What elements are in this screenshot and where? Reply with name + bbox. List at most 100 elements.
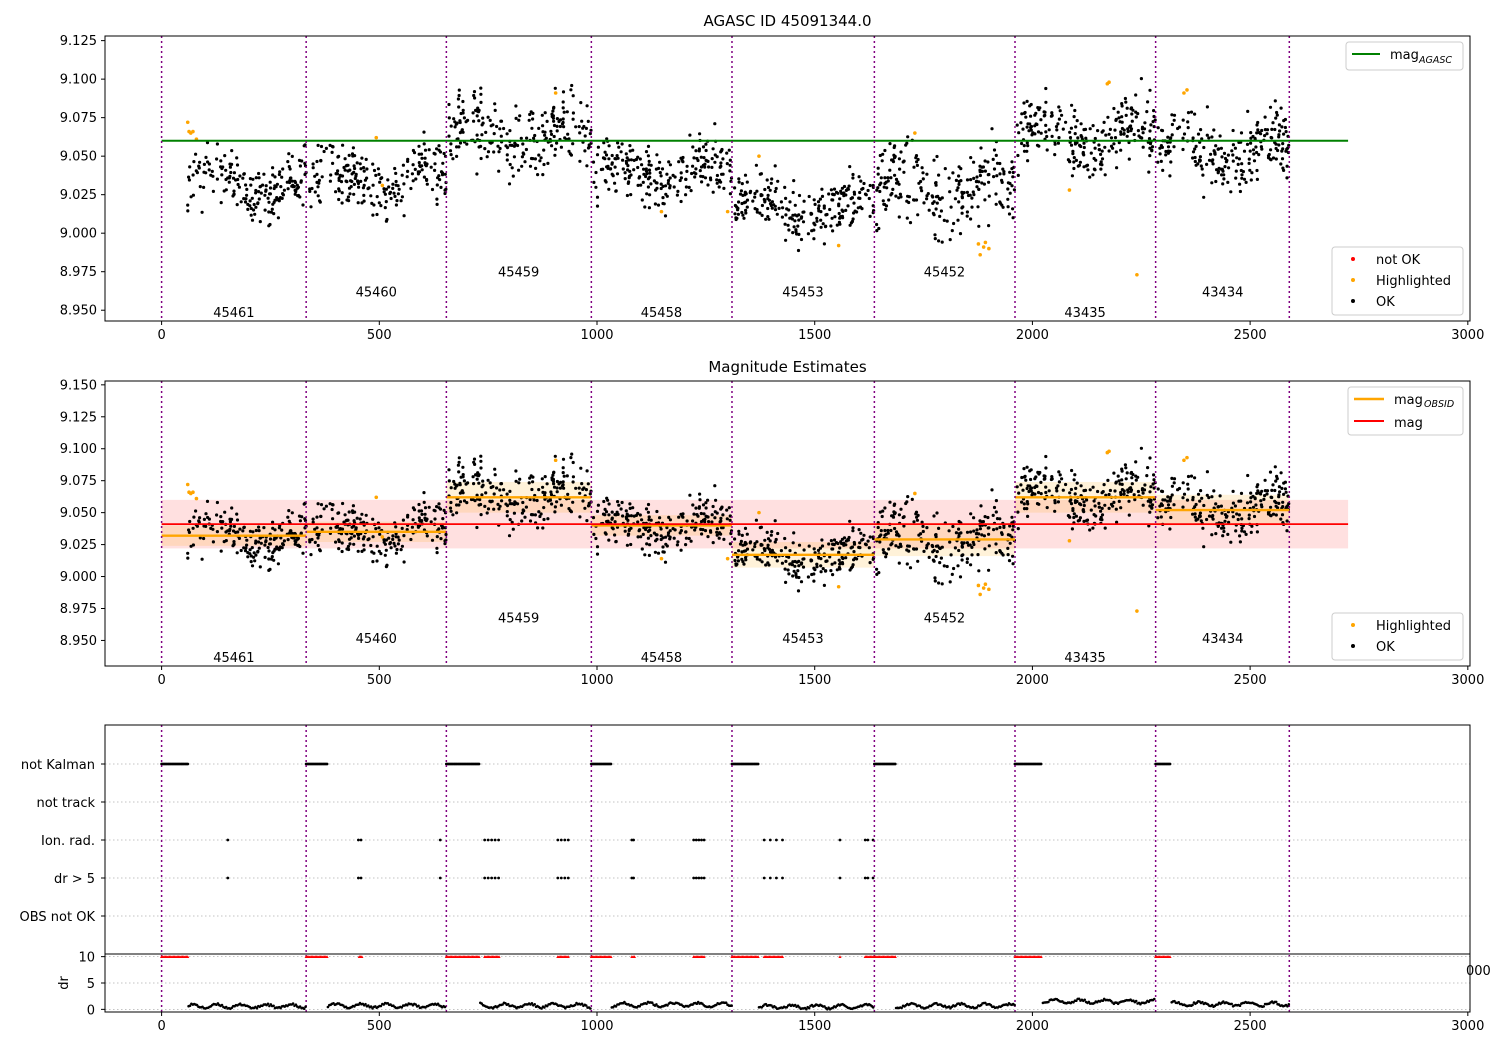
- ok-point: [644, 507, 649, 511]
- ok-point: [1230, 149, 1234, 153]
- flag-ion-rad: [559, 838, 563, 842]
- ok-point: [299, 180, 303, 184]
- ok-point: [646, 502, 651, 507]
- ok-point: [822, 204, 826, 208]
- ok-point: [1240, 526, 1244, 530]
- ok-point: [707, 165, 711, 169]
- ok-point: [550, 144, 554, 148]
- ok-point: [915, 163, 920, 167]
- ok-point: [278, 545, 282, 549]
- ok-point: [862, 533, 866, 537]
- ok-point: [220, 526, 224, 530]
- ok-point: [829, 224, 833, 228]
- ok-point: [675, 543, 680, 547]
- ok-point: [1252, 514, 1257, 519]
- ok-point: [375, 212, 379, 217]
- ok-point: [1073, 142, 1077, 146]
- ok-point: [514, 479, 518, 483]
- ok-point: [286, 538, 290, 542]
- ok-point: [1237, 499, 1241, 503]
- dr-point: [188, 1004, 192, 1007]
- ok-point: [1106, 478, 1110, 482]
- ok-point: [263, 208, 267, 212]
- ok-point: [646, 536, 651, 540]
- ok-point: [457, 93, 461, 98]
- ok-point: [671, 173, 675, 177]
- ok-point: [565, 110, 569, 114]
- ok-point: [543, 111, 547, 115]
- ok-point: [552, 485, 557, 489]
- ok-point: [569, 88, 573, 92]
- ok-point: [1006, 546, 1010, 551]
- ok-point: [748, 191, 752, 195]
- ok-point: [868, 561, 872, 565]
- ok-point: [691, 503, 695, 507]
- ok-point: [647, 518, 651, 522]
- ok-point: [422, 130, 426, 134]
- ok-point: [417, 516, 421, 520]
- ok-point: [766, 206, 770, 211]
- x-tick-label: 500: [367, 328, 392, 343]
- ok-point: [713, 516, 717, 520]
- ok-point: [979, 146, 983, 150]
- ok-point: [1136, 112, 1140, 116]
- ok-point: [1186, 482, 1190, 486]
- ok-point: [725, 508, 729, 512]
- ok-point: [1113, 489, 1117, 493]
- ok-point: [565, 474, 569, 478]
- ok-point: [449, 124, 453, 128]
- dr-point: [573, 1003, 577, 1007]
- ok-point: [1053, 499, 1057, 503]
- ok-point: [1092, 156, 1096, 161]
- ok-point: [419, 152, 424, 156]
- ok-point: [919, 186, 923, 190]
- ok-point: [602, 141, 606, 145]
- ok-point: [207, 168, 211, 172]
- ok-point: [1044, 485, 1048, 489]
- ok-point: [1127, 513, 1131, 517]
- highlighted-point: [659, 209, 664, 214]
- ok-point: [766, 537, 771, 541]
- ok-point: [962, 541, 966, 545]
- dr-point: [364, 1002, 367, 1006]
- highlighted-point: [1185, 88, 1189, 92]
- ok-point: [915, 160, 919, 164]
- ok-point: [465, 142, 469, 146]
- ok-point: [739, 189, 744, 193]
- ok-point: [1251, 148, 1256, 152]
- ok-point: [1137, 134, 1141, 138]
- ok-point: [790, 563, 795, 567]
- ok-point: [1085, 498, 1089, 502]
- ok-point: [948, 540, 952, 544]
- ok-point: [713, 484, 717, 488]
- highlighted-point: [981, 586, 986, 590]
- ok-point: [1133, 498, 1137, 502]
- ok-point: [245, 543, 249, 547]
- ok-point: [364, 157, 368, 161]
- ok-point: [881, 152, 885, 156]
- ok-point: [818, 197, 823, 201]
- ok-point: [295, 186, 300, 190]
- ok-point: [848, 165, 852, 169]
- ok-point: [706, 498, 710, 502]
- ok-point: [1057, 136, 1061, 140]
- ok-point: [356, 179, 360, 183]
- ok-point: [981, 520, 986, 524]
- ok-point: [1216, 524, 1220, 529]
- ok-point: [1145, 110, 1149, 114]
- ok-point: [848, 568, 852, 572]
- ok-point: [1271, 512, 1276, 516]
- ok-point: [663, 214, 668, 218]
- ok-point: [1120, 104, 1124, 108]
- ok-point: [791, 231, 795, 235]
- ok-point: [987, 224, 991, 228]
- ok-point: [801, 565, 806, 569]
- ok-point: [715, 511, 719, 515]
- ok-point: [356, 201, 360, 205]
- ok-point: [656, 551, 661, 555]
- ok-point: [942, 564, 946, 568]
- ok-point: [405, 528, 409, 532]
- ok-point: [613, 520, 617, 524]
- ok-point: [516, 143, 520, 148]
- ok-point: [545, 482, 549, 486]
